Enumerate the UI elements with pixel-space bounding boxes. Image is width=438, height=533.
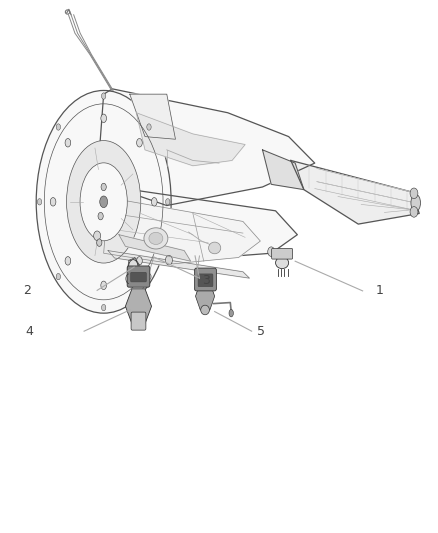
FancyBboxPatch shape	[194, 268, 216, 291]
Ellipse shape	[101, 183, 106, 191]
Ellipse shape	[101, 114, 106, 123]
Ellipse shape	[147, 273, 151, 280]
Polygon shape	[119, 235, 191, 261]
Ellipse shape	[137, 139, 142, 147]
Ellipse shape	[144, 228, 168, 249]
Ellipse shape	[65, 256, 71, 265]
Ellipse shape	[98, 213, 103, 220]
Ellipse shape	[201, 305, 209, 315]
Ellipse shape	[102, 304, 106, 311]
Ellipse shape	[50, 198, 56, 206]
Ellipse shape	[67, 141, 141, 263]
Text: 1: 1	[376, 285, 384, 297]
FancyBboxPatch shape	[131, 312, 146, 330]
Ellipse shape	[128, 260, 138, 274]
Text: 5: 5	[257, 325, 265, 338]
Ellipse shape	[149, 232, 163, 245]
Ellipse shape	[411, 195, 420, 212]
Ellipse shape	[56, 273, 60, 280]
Ellipse shape	[276, 257, 289, 269]
FancyBboxPatch shape	[272, 248, 293, 259]
Polygon shape	[136, 113, 245, 166]
Ellipse shape	[137, 256, 142, 265]
Polygon shape	[88, 184, 297, 261]
Ellipse shape	[36, 91, 171, 313]
Ellipse shape	[94, 231, 101, 240]
Ellipse shape	[197, 289, 213, 300]
Ellipse shape	[166, 199, 170, 205]
Ellipse shape	[97, 239, 102, 246]
Text: 2: 2	[23, 284, 31, 297]
Ellipse shape	[166, 255, 173, 265]
Polygon shape	[97, 89, 315, 206]
Polygon shape	[195, 282, 215, 310]
FancyBboxPatch shape	[127, 266, 150, 287]
Polygon shape	[262, 150, 304, 190]
Ellipse shape	[229, 310, 233, 317]
Ellipse shape	[65, 139, 71, 147]
FancyBboxPatch shape	[198, 274, 213, 287]
Ellipse shape	[410, 207, 418, 217]
Ellipse shape	[102, 93, 106, 99]
Polygon shape	[108, 251, 250, 278]
Text: 3: 3	[201, 274, 209, 287]
Ellipse shape	[80, 163, 127, 241]
Ellipse shape	[37, 199, 42, 205]
Text: 4: 4	[25, 325, 33, 338]
Ellipse shape	[152, 198, 157, 206]
Polygon shape	[125, 289, 152, 324]
Polygon shape	[104, 198, 260, 264]
Ellipse shape	[268, 247, 275, 256]
Ellipse shape	[100, 196, 108, 208]
Ellipse shape	[56, 124, 60, 130]
FancyBboxPatch shape	[131, 272, 146, 282]
Ellipse shape	[208, 242, 221, 254]
Ellipse shape	[410, 188, 418, 199]
Ellipse shape	[147, 124, 151, 130]
Polygon shape	[130, 94, 176, 139]
Polygon shape	[291, 160, 419, 224]
Ellipse shape	[101, 281, 106, 289]
